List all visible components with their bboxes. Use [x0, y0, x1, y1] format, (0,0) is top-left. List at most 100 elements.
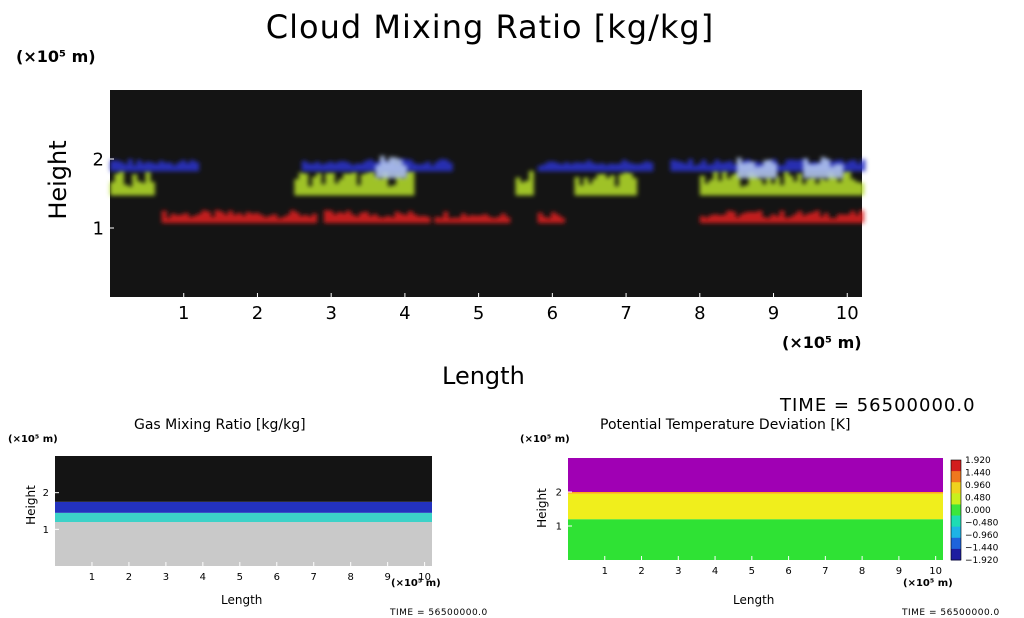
- gas-xtick-label: 9: [384, 572, 390, 580]
- cloud-cell: [303, 214, 309, 224]
- cloud-cell: [421, 163, 427, 172]
- cloud-xtick-label: 7: [620, 303, 631, 324]
- cloud-cell: [789, 159, 795, 172]
- cloud-cell: [407, 159, 414, 172]
- cloud-cell: [171, 165, 178, 172]
- cloud-cell: [797, 210, 803, 224]
- pt-colorbar-label: −0.480: [965, 519, 999, 529]
- cloud-cell: [550, 161, 557, 172]
- cloud-cell: [205, 211, 212, 224]
- cloud-cell: [732, 164, 738, 172]
- cloud-cell: [312, 176, 318, 196]
- pt-colorbar-swatch: [951, 471, 961, 483]
- cloud-cell: [375, 164, 381, 179]
- cloud-cell: [281, 216, 287, 224]
- cloud-cell: [578, 185, 585, 196]
- cloud-cell: [752, 174, 759, 196]
- cloud-cell: [828, 171, 834, 196]
- cloud-x-axis-label: Length: [442, 362, 525, 390]
- cloud-cell: [443, 211, 449, 224]
- cloud-cell: [648, 162, 654, 172]
- cloud-cell: [670, 159, 676, 172]
- cloud-cell: [699, 175, 705, 196]
- cloud-cell: [188, 216, 194, 224]
- cloud-cell: [730, 211, 736, 224]
- cloud-cell: [223, 214, 229, 224]
- pt-colorbar-label: 0.480: [965, 494, 991, 504]
- cloud-cell: [587, 183, 593, 196]
- cloud-cell: [123, 164, 129, 172]
- cloud-cell: [289, 210, 296, 224]
- cloud-cell: [828, 217, 834, 224]
- cloud-cell: [577, 162, 583, 172]
- cloud-cell: [328, 161, 334, 172]
- cloud-cell: [829, 166, 835, 179]
- gas-ytick-label: 2: [43, 488, 49, 499]
- gas-xtick-label: 8: [347, 572, 353, 580]
- cloud-cell: [345, 162, 352, 172]
- cloud-cell: [245, 212, 251, 224]
- cloud-cell: [425, 161, 431, 172]
- cloud-cell: [407, 211, 414, 224]
- cloud-cell: [745, 162, 751, 179]
- cloud-xtick-label: 3: [325, 303, 336, 324]
- cloud-cell: [550, 212, 557, 224]
- cloud-cell: [599, 163, 605, 172]
- cloud-cell: [555, 214, 561, 224]
- cloud-cell: [391, 185, 397, 196]
- cloud-cell: [814, 183, 820, 196]
- gas-xtick-label: 6: [274, 572, 280, 580]
- cloud-cell: [631, 178, 638, 196]
- cloud-cell: [345, 210, 352, 224]
- cloud-cell: [127, 159, 133, 172]
- cloud-cell: [770, 183, 776, 196]
- cloud-cell: [757, 210, 763, 224]
- cloud-cell: [612, 164, 618, 172]
- cloud-cell: [232, 214, 238, 224]
- cloud-cell: [699, 216, 705, 224]
- cloud-cell: [810, 212, 816, 224]
- cloud-xtick-label: 1: [178, 303, 189, 324]
- cloud-cell: [360, 174, 366, 196]
- cloud-cell: [564, 162, 570, 172]
- cloud-cell: [180, 160, 186, 172]
- cloud-cell: [140, 182, 147, 196]
- cloud-cell: [127, 186, 133, 196]
- pt-colorbar-swatch: [951, 526, 961, 539]
- cloud-cell: [368, 215, 374, 224]
- cloud-cell: [836, 214, 843, 224]
- cloud-cell: [351, 171, 357, 196]
- cloud-cell: [359, 212, 365, 224]
- cloud-layer-0: [161, 210, 865, 224]
- pt-colorbar-swatch: [951, 504, 961, 517]
- cloud-cell: [634, 164, 641, 172]
- cloud-cell: [847, 160, 853, 172]
- cloud-cell: [788, 175, 794, 196]
- cloud-cell: [708, 179, 714, 196]
- cloud-cell: [820, 157, 826, 179]
- cloud-cell: [456, 217, 462, 224]
- cloud-cell: [372, 162, 378, 172]
- cloud-cell: [752, 212, 759, 224]
- cloud-cell: [766, 217, 772, 224]
- cloud-cell: [630, 163, 636, 172]
- gas-xtick-label: 4: [200, 572, 206, 580]
- cloud-cell: [149, 181, 155, 196]
- cloud-cell: [761, 184, 767, 196]
- cloud-cell: [692, 165, 698, 172]
- cloud-cell: [443, 159, 449, 172]
- cloud-cell: [783, 169, 790, 196]
- cloud-cell: [735, 217, 741, 224]
- cloud-xtick-label: 2: [252, 303, 263, 324]
- cloud-cell: [320, 184, 327, 196]
- cloud-cell: [754, 161, 760, 172]
- cloud-cell: [194, 162, 200, 172]
- cloud-cell: [307, 186, 313, 196]
- cloud-cell: [387, 186, 393, 196]
- cloud-x-unit: (×10⁵ m): [782, 333, 862, 352]
- cloud-cell: [301, 160, 307, 172]
- cloud-cell: [519, 182, 526, 196]
- pt-colorbar-label: −1.920: [965, 556, 999, 566]
- gas-y-unit: (×10⁵ m): [8, 434, 58, 445]
- cloud-cell: [319, 164, 325, 172]
